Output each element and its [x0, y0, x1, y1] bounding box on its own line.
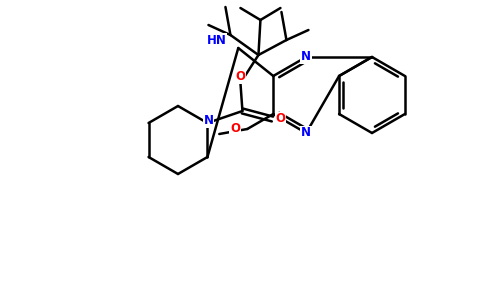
Text: O: O	[275, 112, 286, 125]
Text: HN: HN	[206, 34, 227, 46]
Text: O: O	[230, 122, 240, 136]
Text: N: N	[301, 50, 311, 64]
Text: N: N	[301, 127, 311, 140]
Text: N: N	[203, 115, 213, 128]
Text: O: O	[235, 70, 245, 83]
